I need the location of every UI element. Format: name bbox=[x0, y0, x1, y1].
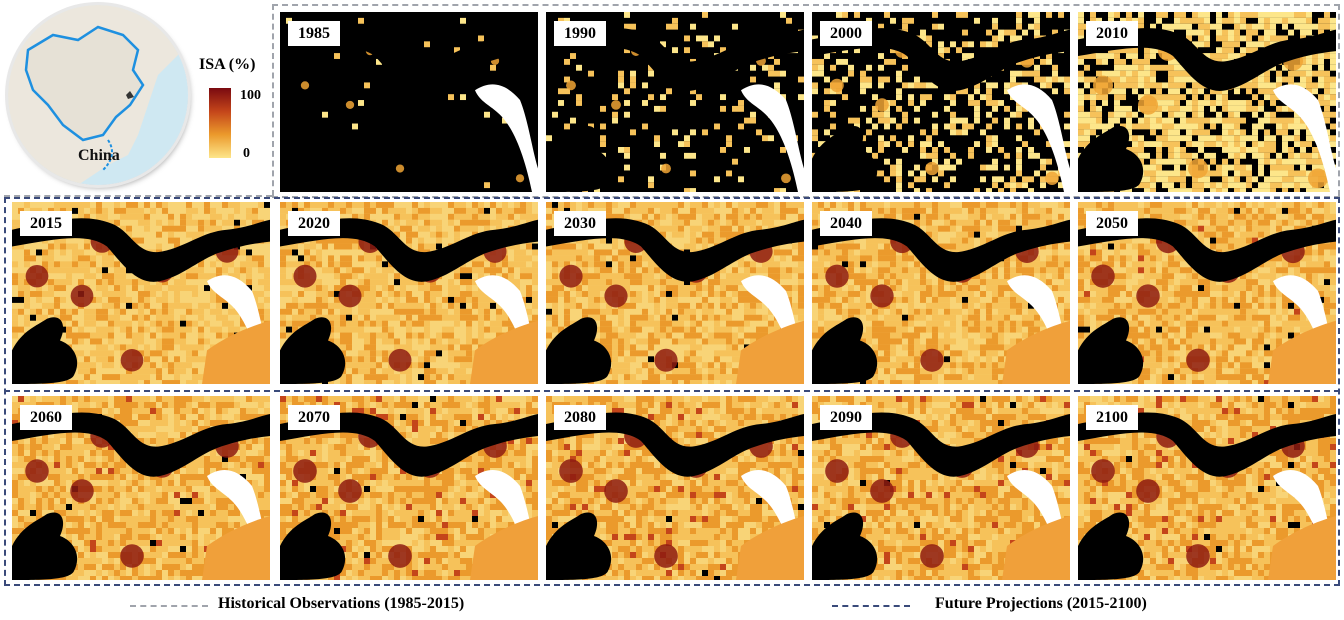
isa-map-panel-2015: 2015 bbox=[12, 202, 270, 384]
china-inset-map: China bbox=[8, 5, 188, 185]
year-label: 2100 bbox=[1086, 405, 1138, 430]
year-label: 1990 bbox=[554, 21, 606, 46]
legend-title: ISA (%) bbox=[199, 56, 256, 73]
historical-group-outline bbox=[4, 195, 272, 197]
isa-map-panel-2060: 2060 bbox=[12, 396, 270, 580]
year-label: 2070 bbox=[288, 405, 340, 430]
isa-map-panel-1990: 1990 bbox=[546, 12, 804, 192]
inset-map-label: China bbox=[78, 147, 120, 164]
historical-legend-text: Historical Observations (1985-2015) bbox=[218, 595, 465, 612]
isa-map-panel-2040: 2040 bbox=[812, 202, 1070, 384]
year-label: 2000 bbox=[820, 21, 872, 46]
future-group-divider bbox=[4, 390, 1340, 392]
historical-line-sample bbox=[130, 605, 208, 607]
year-label: 2010 bbox=[1086, 21, 1138, 46]
isa-map-panel-2090: 2090 bbox=[812, 396, 1070, 580]
year-label: 2090 bbox=[820, 405, 872, 430]
isa-map-panel-2030: 2030 bbox=[546, 202, 804, 384]
isa-colorbar bbox=[209, 88, 231, 158]
isa-map-panel-2010: 2010 bbox=[1078, 12, 1336, 192]
year-label: 2040 bbox=[820, 211, 872, 236]
year-label: 2020 bbox=[288, 211, 340, 236]
legend-min-label: 0 bbox=[243, 146, 250, 161]
year-label: 2030 bbox=[554, 211, 606, 236]
isa-map-panel-2000: 2000 bbox=[812, 12, 1070, 192]
isa-map-panel-2020: 2020 bbox=[280, 202, 538, 384]
future-legend-text: Future Projections (2015-2100) bbox=[935, 595, 1147, 612]
isa-map-panel-2100: 2100 bbox=[1078, 396, 1336, 580]
future-line-sample bbox=[832, 605, 910, 607]
isa-map-panel-2080: 2080 bbox=[546, 396, 804, 580]
isa-map-panel-1985: 1985 bbox=[280, 12, 538, 192]
legend-max-label: 100 bbox=[240, 88, 261, 103]
year-label: 2015 bbox=[20, 211, 72, 236]
year-label: 1985 bbox=[288, 21, 340, 46]
isa-map-panel-2070: 2070 bbox=[280, 396, 538, 580]
isa-map-panel-2050: 2050 bbox=[1078, 202, 1336, 384]
year-label: 2060 bbox=[20, 405, 72, 430]
historical-group-frame bbox=[272, 4, 1340, 196]
year-label: 2080 bbox=[554, 405, 606, 430]
year-label: 2050 bbox=[1086, 211, 1138, 236]
